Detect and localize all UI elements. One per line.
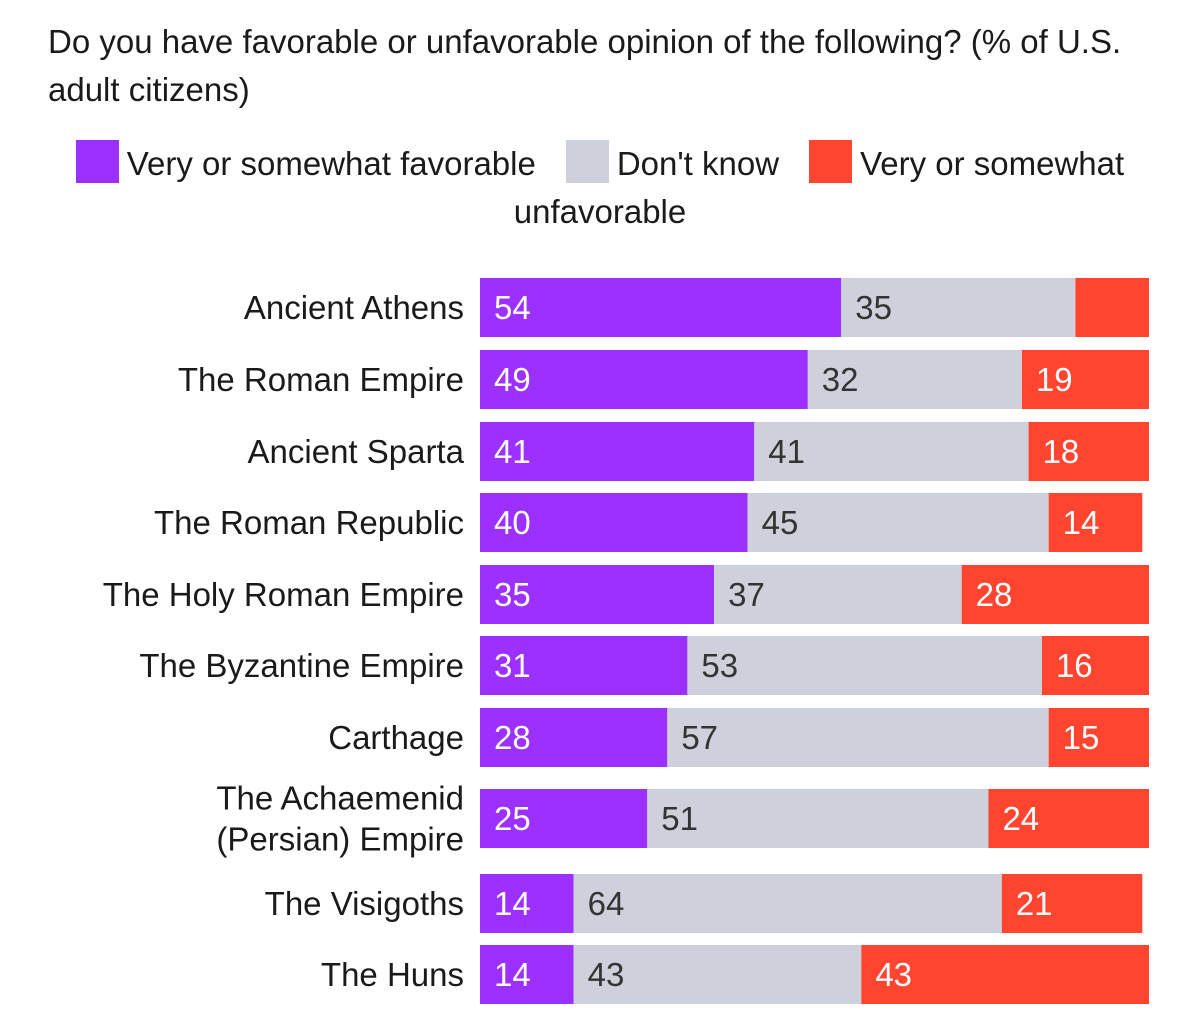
bar-don-t-know-the-roman-republic <box>747 493 1049 552</box>
legend-swatch-unfavorable <box>809 140 853 183</box>
category-label-ancient-athens: Ancient Athens <box>244 289 464 326</box>
value-label-very-or-somewhat-unfavorable-the-byzantine-empire: 16 <box>1056 647 1093 684</box>
chart-title: Do you have favorable or unfavorable opi… <box>48 23 1122 108</box>
bar-don-t-know-the-visigoths <box>573 874 1002 933</box>
value-label-very-or-somewhat-favorable-the-huns: 14 <box>494 956 531 993</box>
bar-don-t-know-the-huns <box>573 945 862 1004</box>
value-label-very-or-somewhat-unfavorable-the-huns: 43 <box>875 956 912 993</box>
bar-don-t-know-ancient-athens <box>841 278 1076 337</box>
value-label-very-or-somewhat-unfavorable-the-achaemenid-persian-empire: 24 <box>1002 800 1039 837</box>
legend-label-favorable: Very or somewhat favorable <box>126 145 536 182</box>
bar-don-t-know-ancient-sparta <box>754 422 1029 481</box>
legend: Very or somewhat favorable Don't know Very… <box>60 140 1140 236</box>
bar-very-or-somewhat-unfavorable-the-roman-republic <box>1048 493 1143 552</box>
value-label-very-or-somewhat-favorable-ancient-athens: 54 <box>494 289 531 326</box>
value-label-very-or-somewhat-unfavorable-the-roman-republic: 14 <box>1063 504 1100 541</box>
bar-very-or-somewhat-favorable-the-visigoths <box>480 874 574 933</box>
value-label-don-t-know-ancient-athens: 35 <box>855 289 892 326</box>
value-label-very-or-somewhat-favorable-the-holy-roman-empire: 35 <box>494 576 531 613</box>
legend-label-dont-know: Don't know <box>616 145 780 182</box>
category-label-the-achaemenid-persian-empire: The Achaemenid (Persian) Empire <box>216 780 464 858</box>
category-label-the-visigoths: The Visigoths <box>265 885 464 922</box>
bar-very-or-somewhat-favorable-the-holy-roman-empire <box>480 565 715 624</box>
category-label-the-roman-republic: The Roman Republic <box>154 504 464 541</box>
bar-don-t-know-carthage <box>667 708 1049 767</box>
value-label-very-or-somewhat-favorable-the-visigoths: 14 <box>494 885 531 922</box>
legend-item-dont-know: Don't know <box>565 140 780 183</box>
value-label-don-t-know-the-visigoths: 64 <box>588 885 625 922</box>
legend-swatch-dont-know <box>565 140 609 183</box>
bar-very-or-somewhat-favorable-ancient-athens <box>480 278 842 337</box>
value-label-very-or-somewhat-unfavorable-the-roman-empire: 19 <box>1036 361 1073 398</box>
category-label-ancient-sparta: Ancient Sparta <box>248 433 465 470</box>
bar-very-or-somewhat-unfavorable-the-roman-empire <box>1021 350 1149 409</box>
value-label-very-or-somewhat-favorable-the-byzantine-empire: 31 <box>494 647 531 684</box>
category-label-the-holy-roman-empire: The Holy Roman Empire <box>103 576 464 613</box>
value-label-don-t-know-ancient-sparta: 41 <box>768 433 805 470</box>
value-label-don-t-know-the-achaemenid-persian-empire: 51 <box>661 800 698 837</box>
bar-very-or-somewhat-favorable-ancient-sparta <box>480 422 755 481</box>
bar-don-t-know-the-roman-empire <box>807 350 1022 409</box>
value-label-don-t-know-the-holy-roman-empire: 37 <box>728 576 765 613</box>
bar-very-or-somewhat-favorable-the-byzantine-empire <box>480 636 688 695</box>
bar-very-or-somewhat-favorable-the-achaemenid-persian-empire <box>480 789 648 848</box>
value-label-don-t-know-carthage: 57 <box>681 719 718 756</box>
bar-very-or-somewhat-favorable-the-huns <box>480 945 574 1004</box>
value-label-don-t-know-the-huns: 43 <box>588 956 625 993</box>
legend-swatch-favorable <box>75 140 119 183</box>
value-label-very-or-somewhat-favorable-the-roman-empire: 49 <box>494 361 531 398</box>
value-label-very-or-somewhat-unfavorable-carthage: 15 <box>1063 719 1100 756</box>
bar-very-or-somewhat-favorable-the-roman-empire <box>480 350 808 409</box>
bar-very-or-somewhat-unfavorable-ancient-athens <box>1075 278 1149 337</box>
category-label-the-huns: The Huns <box>321 956 464 993</box>
bar-don-t-know-the-achaemenid-persian-empire <box>647 789 989 848</box>
bar-very-or-somewhat-favorable-the-roman-republic <box>480 493 748 552</box>
category-label-carthage: Carthage <box>328 719 464 756</box>
bar-don-t-know-the-byzantine-empire <box>687 636 1042 695</box>
bar-very-or-somewhat-unfavorable-the-holy-roman-empire <box>961 565 1149 624</box>
value-label-very-or-somewhat-favorable-carthage: 28 <box>494 719 531 756</box>
value-label-don-t-know-the-roman-republic: 45 <box>762 504 799 541</box>
bar-don-t-know-the-holy-roman-empire <box>714 565 962 624</box>
value-label-very-or-somewhat-favorable-the-achaemenid-persian-empire: 25 <box>494 800 531 837</box>
category-label-the-roman-empire: The Roman Empire <box>178 361 464 398</box>
bar-very-or-somewhat-favorable-carthage <box>480 708 668 767</box>
value-label-very-or-somewhat-unfavorable-the-holy-roman-empire: 28 <box>976 576 1013 613</box>
legend-label-unfavorable: Very or somewhat unfavorable <box>513 145 1125 230</box>
value-label-don-t-know-the-byzantine-empire: 53 <box>701 647 738 684</box>
value-label-very-or-somewhat-unfavorable-ancient-sparta: 18 <box>1043 433 1080 470</box>
bar-very-or-somewhat-unfavorable-the-visigoths <box>1001 874 1143 933</box>
bar-very-or-somewhat-unfavorable-the-byzantine-empire <box>1041 636 1149 695</box>
value-label-don-t-know-the-roman-empire: 32 <box>822 361 859 398</box>
bar-very-or-somewhat-unfavorable-carthage <box>1048 708 1149 767</box>
legend-item-unfavorable: Very or somewhat unfavorable <box>513 140 1125 230</box>
bar-very-or-somewhat-unfavorable-the-achaemenid-persian-empire <box>988 789 1149 848</box>
legend-item-favorable: Very or somewhat favorable <box>75 140 536 183</box>
category-label-the-byzantine-empire: The Byzantine Empire <box>139 647 464 684</box>
value-label-very-or-somewhat-favorable-the-roman-republic: 40 <box>494 504 531 541</box>
value-label-very-or-somewhat-unfavorable-the-visigoths: 21 <box>1016 885 1053 922</box>
bar-very-or-somewhat-unfavorable-ancient-sparta <box>1028 422 1149 481</box>
value-label-very-or-somewhat-favorable-ancient-sparta: 41 <box>494 433 531 470</box>
bar-very-or-somewhat-unfavorable-the-huns <box>861 945 1149 1004</box>
